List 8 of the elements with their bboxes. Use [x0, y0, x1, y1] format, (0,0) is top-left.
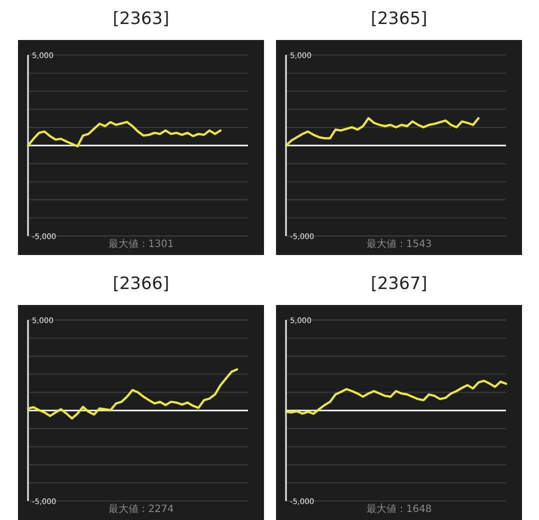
text: 最大値：1301 — [108, 238, 174, 250]
chart-title: [2367] — [370, 274, 428, 294]
text: 最大値：1648 — [366, 503, 432, 515]
text: 最大値：1543 — [366, 238, 432, 250]
text: 最大値：2274 — [108, 503, 174, 515]
chart-title: [2363] — [112, 9, 170, 29]
chart-title: [2365] — [370, 9, 428, 29]
chart-title: [2366] — [112, 274, 170, 294]
